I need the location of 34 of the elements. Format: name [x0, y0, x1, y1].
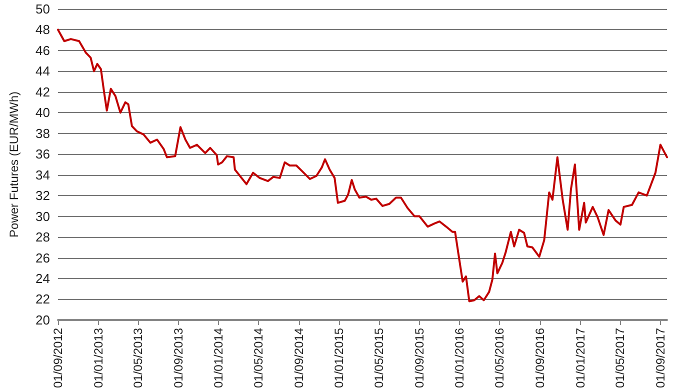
x-tick-label: 01/05/2016: [492, 328, 507, 388]
x-tick-label: 01/01/2017: [574, 328, 588, 388]
y-tick-label: 34: [36, 167, 50, 182]
x-tick-label: 01/09/2012: [51, 328, 65, 388]
x-tick-label: 01/01/2013: [91, 328, 106, 388]
y-tick-label: 36: [36, 146, 50, 162]
x-tick-label: 01/05/2014: [251, 328, 266, 388]
y-tick-label: 32: [36, 188, 50, 204]
x-tick-label: 01/09/2017: [654, 328, 668, 388]
x-tick-label: 01/01/2016: [452, 328, 467, 388]
x-tick-label: 01/09/2014: [292, 328, 306, 388]
x-tick-label: 01/09/2015: [412, 328, 426, 388]
y-tick-label: 22: [36, 292, 50, 307]
y-tick-label: 46: [36, 42, 50, 58]
x-tick-label: 01/05/2015: [372, 328, 386, 388]
x-tick-label: 01/05/2013: [130, 328, 145, 388]
x-tick-label: 01/09/2013: [171, 328, 186, 388]
y-axis-title: Power Futures (EUR/MWh): [7, 91, 21, 238]
y-tick-label: 26: [36, 250, 50, 266]
y-tick-label: 50: [36, 2, 50, 16]
y-tick-label: 30: [36, 208, 50, 224]
x-tick-label: 01/01/2015: [332, 328, 346, 388]
x-tick-label: 01/01/2014: [212, 328, 226, 388]
y-tick-label: 40: [36, 105, 50, 120]
y-tick-label: 44: [36, 64, 50, 79]
y-tick-label: 24: [36, 270, 50, 286]
y-tick-label: 28: [36, 230, 50, 245]
y-tick-label: 48: [36, 22, 50, 38]
y-tick-label: 38: [36, 126, 50, 141]
x-tick-label: 01/09/2016: [533, 328, 548, 388]
line-series: [57, 28, 668, 302]
y-tick-label: 20: [36, 312, 50, 328]
y-tick-label: 42: [36, 84, 50, 100]
x-tick-label: 01/05/2017: [613, 328, 628, 388]
